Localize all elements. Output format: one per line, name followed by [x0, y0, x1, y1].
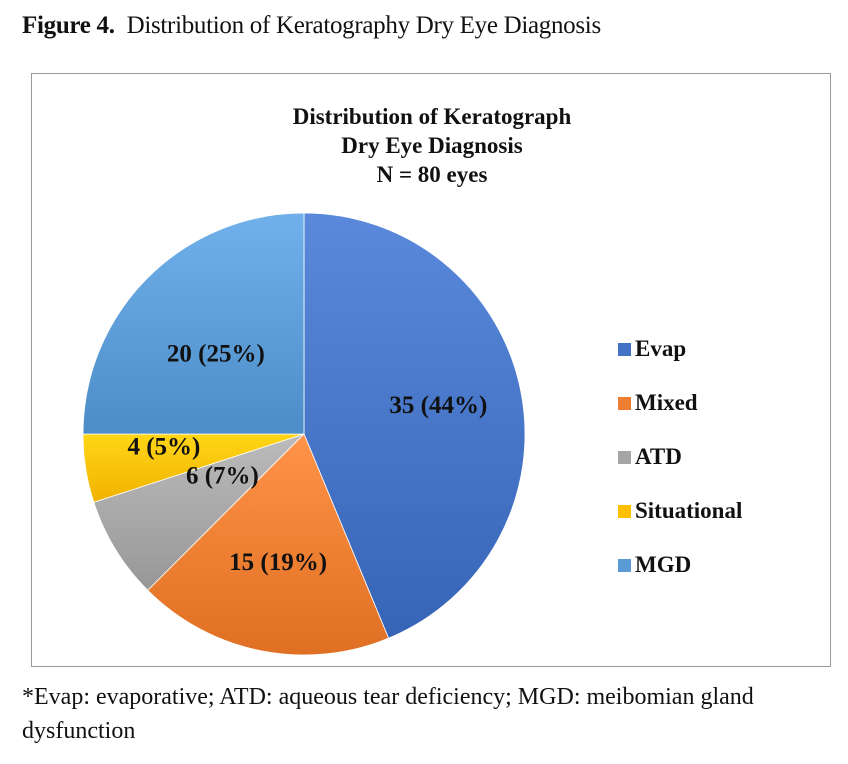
pie-data-labels: 35 (44%) 15 (19%) 6 (7%)4 (5%) 20 (25%): [127, 341, 487, 576]
legend-item-mixed: Mixed: [618, 390, 698, 416]
legend-swatch-situational: [618, 504, 631, 518]
data-label-evap: 35 (44%): [389, 392, 487, 419]
footnote: *Evap: evaporative; ATD: aqueous tear de…: [22, 684, 754, 744]
chart-title-line-2: Dry Eye Diagnosis: [341, 133, 523, 158]
chart-title: Distribution of Keratograph Dry Eye Diag…: [32, 102, 832, 189]
pie-slice-atd: [93, 433, 305, 591]
legend-item-evap: Evap: [618, 336, 686, 362]
data-label-atd: 6 (7%): [186, 463, 259, 490]
chart-title-line-1: Distribution of Keratograph: [292, 104, 572, 129]
data-label-mgd: 20 (25%): [167, 341, 265, 368]
figure-caption-text: Distribution of Keratography Dry Eye Dia…: [126, 12, 602, 39]
pie-slice-mixed: [147, 433, 390, 656]
legend-swatch-evap: [618, 342, 631, 356]
legend-item-mgd: MGD: [618, 552, 691, 578]
figure-caption: Figure 4. Distribution of Keratography D…: [22, 12, 601, 40]
legend-label: ATD: [635, 444, 682, 469]
legend-label: Evap: [635, 336, 687, 361]
legend-swatch-mixed: [618, 396, 631, 410]
legend-label: MGD: [635, 552, 692, 577]
pie-slices: [82, 212, 526, 656]
pie-chart: 35 (44%) 15 (19%) 6 (7%)4 (5%) 20 (25%): [82, 212, 526, 656]
legend-item-situational: Situational: [618, 498, 742, 524]
chart-title-line-3: N = 80 eyes: [376, 162, 488, 187]
legend-swatch-atd: [618, 450, 631, 464]
legend-label: Situational: [635, 498, 743, 523]
figure-label: Figure 4.: [22, 12, 115, 39]
pie-slice-evap: [303, 212, 526, 639]
legend-label: Mixed: [635, 390, 698, 415]
data-label-situational: 4 (5%): [127, 434, 200, 461]
legend-item-atd: ATD: [618, 444, 682, 470]
legend-swatch-mgd: [618, 558, 631, 572]
chart-frame: 35 (44%) 15 (19%) 6 (7%) 4 (5%) 20 (25%) Dis…: [31, 73, 831, 667]
data-label-mixed: 15 (19%): [229, 549, 327, 576]
pie-slice-mgd: [82, 212, 305, 435]
